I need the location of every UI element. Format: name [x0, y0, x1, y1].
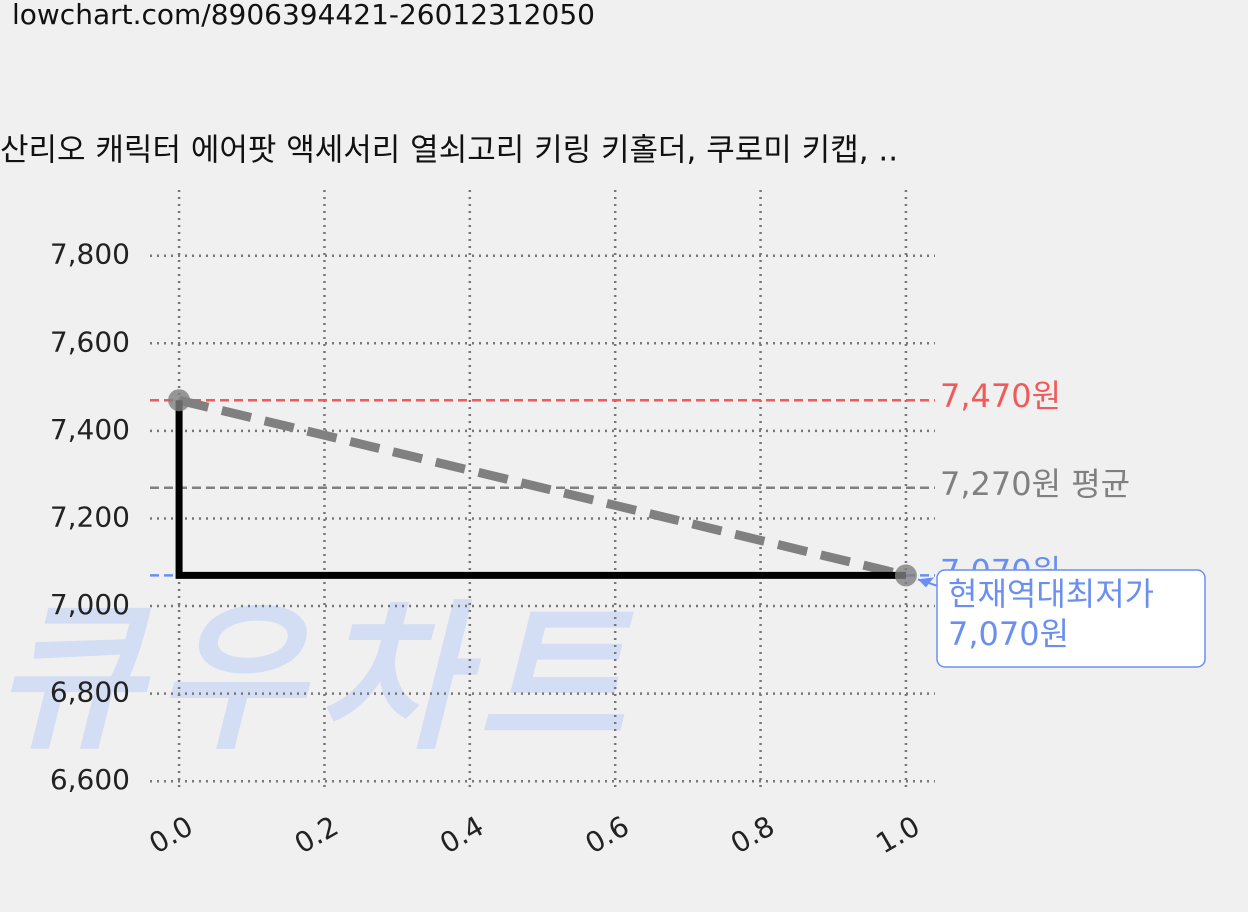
x-tick-label: 0.6 — [580, 809, 635, 860]
point — [894, 564, 917, 587]
x-tick-label: 0.8 — [725, 809, 780, 860]
y-tick-label: 7,400 — [50, 413, 130, 446]
watermark: 큐우차트 — [0, 585, 634, 772]
annotation-text: 7,070원 — [948, 615, 1069, 653]
x-tick-label: 1.0 — [870, 809, 925, 860]
y-tick-label: 6,800 — [50, 676, 130, 709]
x-tick-label: 0.0 — [144, 809, 199, 860]
point — [168, 389, 191, 412]
x-tick-label: 0.2 — [289, 809, 344, 860]
annotation-box — [936, 569, 1206, 668]
trend-line — [178, 395, 907, 580]
y-tick-label: 7,000 — [50, 588, 130, 621]
reference-label: 7,270원 평균 — [940, 465, 1130, 503]
y-tick-label: 7,600 — [50, 325, 130, 358]
annotation-arrowhead — [917, 577, 934, 588]
reference-label: 7,470원 — [940, 377, 1061, 415]
price-line — [175, 400, 906, 579]
chart-title: 산리오 캐릭터 에어팟 액세서리 열쇠고리 키링 키홀더, 쿠로미 키캡, .. — [0, 133, 898, 169]
y-tick-label: 7,800 — [50, 238, 130, 271]
annotation-text: 현재역대최저가 — [948, 575, 1154, 613]
url: lowchart.com/8906394421-26012312050 — [12, 0, 595, 31]
x-tick-label: 0.4 — [434, 809, 489, 860]
y-tick-label: 7,200 — [50, 500, 130, 533]
y-tick-label: 6,600 — [50, 763, 130, 796]
